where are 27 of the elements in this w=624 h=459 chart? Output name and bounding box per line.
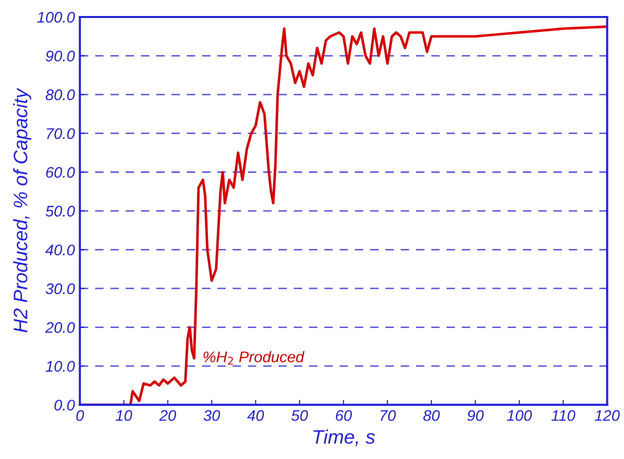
x-tick-label: 30 <box>204 410 220 421</box>
x-tick-label: 0 <box>76 410 84 421</box>
x-tick-label: 50 <box>291 410 308 421</box>
y-axis-title: H2 Produced, % of Capacity <box>13 88 32 332</box>
x-tick-label: 100 <box>506 410 532 421</box>
y-tick-label: 30.0 <box>46 283 75 294</box>
y-tick-label: 40.0 <box>45 244 75 256</box>
x-tick-label: 10 <box>116 410 132 421</box>
y-tick-label: 90.0 <box>46 50 75 62</box>
y-tick-label: 70.0 <box>46 128 75 140</box>
y-tick-label: 50.0 <box>46 206 75 217</box>
y-tick-label: 0.0 <box>54 400 75 411</box>
x-tick-label: 120 <box>594 410 620 421</box>
x-tick-label: 70 <box>380 410 396 421</box>
y-tick-label: 20.0 <box>45 322 75 333</box>
x-tick-label: 90 <box>467 410 484 421</box>
x-tick-label: 60 <box>336 410 352 421</box>
annotation: %H$_{2}$ Produced <box>204 351 304 365</box>
y-tick-label: 80.0 <box>46 89 75 100</box>
x-tick-label: 40 <box>247 410 264 421</box>
x-tick-label: 20 <box>159 410 176 421</box>
x-tick-label: 110 <box>551 410 576 421</box>
x-axis-title: Time, s <box>313 429 375 446</box>
y-tick-label: 10.0 <box>46 360 75 372</box>
y-tick-label: 100.0 <box>37 12 75 23</box>
y-tick-label: 60.0 <box>46 166 75 178</box>
x-tick-label: 80 <box>423 410 440 421</box>
